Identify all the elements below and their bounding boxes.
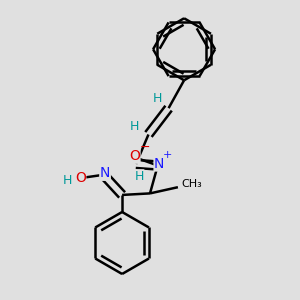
Text: CH₃: CH₃ — [182, 179, 202, 189]
Text: H: H — [130, 120, 139, 133]
Text: N: N — [154, 157, 164, 171]
Text: H: H — [134, 170, 144, 183]
Text: O: O — [75, 171, 86, 185]
Text: H: H — [63, 175, 73, 188]
Text: −: − — [139, 141, 150, 154]
Text: O: O — [129, 149, 140, 163]
Text: N: N — [100, 166, 110, 180]
Text: H: H — [153, 92, 162, 105]
Text: +: + — [162, 150, 172, 160]
